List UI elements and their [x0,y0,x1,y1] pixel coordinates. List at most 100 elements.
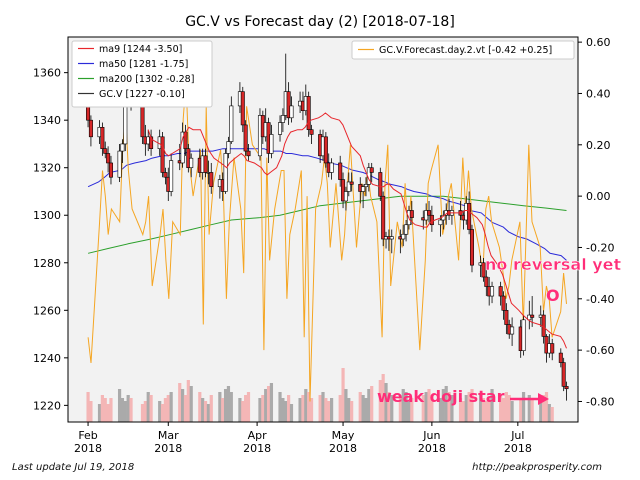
candle-body [346,181,351,192]
legend-label: GC.V.Forecast.day.2.vt [-0.42 +0.25] [379,45,552,56]
candle-body [209,172,214,188]
volume-bar [484,401,488,422]
y2-tick-label: -0.80 [586,395,614,408]
candle [160,132,165,178]
volume-bar [226,386,231,422]
candle-body [117,150,122,178]
candle-body [338,162,343,180]
volume-bar [229,392,233,422]
volume-bar [404,392,408,422]
volume-bar [203,401,208,422]
candle-body [369,167,374,173]
volume-bar [160,404,165,422]
candle-body [341,179,346,202]
candle [467,191,472,235]
volume-bar [100,395,104,422]
volume-bar [307,392,311,422]
candle [103,141,108,159]
volume-bar [341,368,345,422]
candle-body [349,181,354,185]
candle [240,86,245,133]
candle [88,115,93,147]
legend-label: ma50 [1281 -1.75] [99,59,188,70]
candle [530,296,535,327]
candle [343,186,348,211]
x-tick-label: Jun [422,429,440,442]
volume-bar [201,398,205,422]
candle-body [564,386,569,390]
volume-bar [189,386,193,422]
candle-body [286,91,291,119]
volume-bar [407,401,411,422]
y2-tick-label: 0.60 [586,36,611,49]
volume-bar [504,392,508,422]
volume-bar [140,404,145,422]
volume-bar [547,404,551,422]
volume-bar [287,395,291,422]
candle-body [427,210,432,216]
candle [429,205,434,232]
volume-bar [149,395,153,422]
volume-bar [206,404,210,422]
volume-bar [427,389,431,422]
candle [306,91,311,137]
candle [401,224,406,247]
candle [561,357,566,392]
volume-bar [481,398,486,422]
y-tick-label: 1240 [33,352,61,365]
candle [521,315,526,356]
ma200-line [87,195,567,254]
candle [346,172,351,197]
candle [369,162,374,182]
y-tick-label: 1300 [33,209,61,222]
volume-bar [329,398,334,422]
y-tick-label: 1280 [33,257,61,270]
candle [404,219,409,242]
volume-bar [223,389,228,422]
candle-body [269,134,274,154]
candle [269,124,274,159]
candle [389,229,394,254]
candle-body [501,295,506,311]
candle [409,200,414,225]
volume-bar [378,380,382,422]
y-tick-label: 1220 [33,399,61,412]
legend-label: GC.V [1227 -0.10] [99,89,185,100]
candle [246,143,251,161]
volume-bar [309,398,314,422]
volume-bar [327,401,331,422]
volume-bar [106,404,110,422]
volume-bar [238,398,242,422]
volume-bar [450,395,454,422]
volume-bars [86,368,554,422]
candle [329,158,334,180]
candle [189,153,194,178]
legend-label: ma200 [1302 -0.28] [99,74,194,85]
volume-bar [410,398,414,422]
volume-bar [298,398,302,422]
candle [484,269,489,297]
ma9-line [147,112,567,349]
chart-title: GC.V vs Forecast day (2) [2018-07-18] [185,14,455,30]
candle [278,115,283,142]
candle [558,348,563,368]
candle [163,167,168,185]
volume-bar [120,398,125,422]
volume-bar [103,398,107,422]
volume-bar [241,401,245,422]
y-axis-left: 1220 1240 1260 1280 1300 1320 1340 1360 [33,67,68,412]
candle-body [504,310,509,325]
volume-bar [430,395,434,422]
x-tick-label: 2018 [504,442,532,455]
volume-bar [281,398,285,422]
volume-bar [318,395,322,422]
volume-bar [398,398,402,422]
candle [564,381,569,401]
candle-body [409,210,414,218]
candle [498,281,503,306]
volume-bar [490,389,494,422]
volume-bar [364,398,368,422]
volume-bar [246,392,251,422]
candle-body [88,119,93,138]
volume-bar [209,395,213,422]
